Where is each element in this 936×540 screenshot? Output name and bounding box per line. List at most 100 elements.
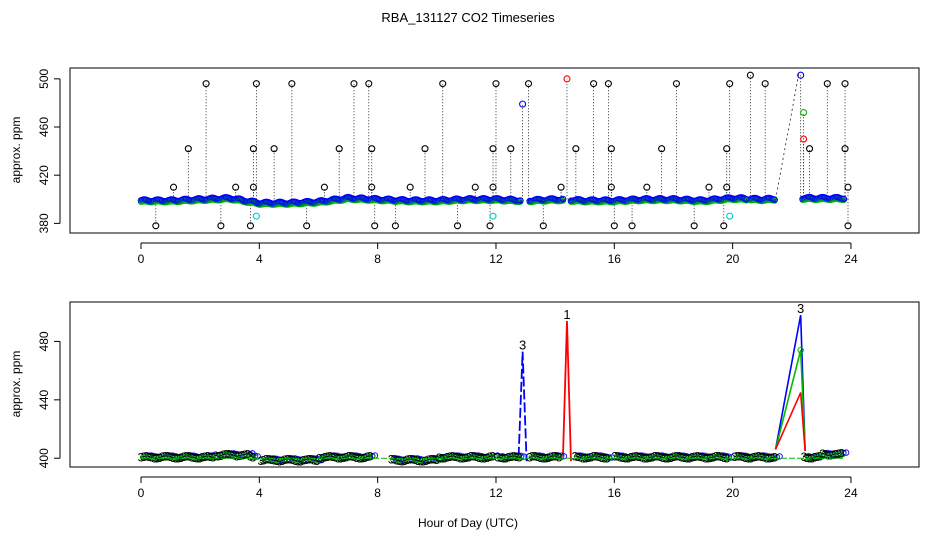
- point-label: 3: [202, 450, 209, 464]
- point-label: 3: [612, 450, 619, 464]
- point-label: 3: [526, 450, 533, 464]
- black-point: [486, 222, 494, 230]
- point-label: 3: [532, 450, 539, 464]
- green-point: [773, 454, 780, 461]
- black-point: [202, 80, 210, 88]
- point-label: 3: [329, 450, 336, 464]
- y-tick-label: 480: [37, 331, 51, 351]
- black-point: [539, 222, 547, 230]
- point-label: 3: [470, 450, 477, 464]
- point-label: 3: [625, 451, 632, 465]
- black-point: [572, 145, 580, 153]
- black-point: [471, 183, 479, 191]
- point-label: 3: [138, 451, 145, 465]
- top-panel-frame: [69, 67, 920, 234]
- black-point: [391, 222, 399, 230]
- point-label: 3: [212, 449, 219, 463]
- red-point: [563, 75, 571, 83]
- green-point: [366, 453, 373, 461]
- point-label: 3: [699, 451, 706, 465]
- point-label: 3: [311, 453, 318, 467]
- black-point: [439, 80, 447, 88]
- point-label: 3: [630, 450, 637, 464]
- point-label: 3: [140, 450, 147, 464]
- point-label: 3: [809, 451, 816, 465]
- point-label: 3: [204, 449, 211, 463]
- black-point: [557, 183, 565, 191]
- point-label: 3: [545, 451, 552, 465]
- point-label: 3: [588, 450, 595, 464]
- point-label: 3: [665, 451, 672, 465]
- black-point: [335, 145, 343, 153]
- y-tick-label: 420: [37, 165, 51, 185]
- point-label: 3: [276, 454, 283, 468]
- x-tick-label: 24: [844, 486, 858, 500]
- point-label: 3: [513, 450, 520, 464]
- point-label: 3: [423, 454, 430, 468]
- black-point: [604, 80, 612, 88]
- y-tick-label: 500: [37, 69, 51, 89]
- point-label: 3: [657, 450, 664, 464]
- x-tick-label: 8: [374, 486, 381, 500]
- green-point: [488, 453, 495, 461]
- black-point: [844, 183, 852, 191]
- black-point: [746, 71, 754, 79]
- point-label: 3: [353, 451, 360, 465]
- connector-line: [775, 71, 800, 200]
- black-point: [723, 183, 731, 191]
- point-label: 3: [771, 450, 778, 464]
- black-point: [232, 183, 240, 191]
- top-panel-y-axis: 380 420 460 500: [37, 69, 61, 233]
- x-tick-label: 4: [256, 252, 263, 266]
- bottom-panel-frame: [69, 301, 920, 468]
- black-point: [371, 222, 379, 230]
- point-label: 3: [327, 449, 334, 463]
- point-label: 3: [636, 450, 643, 464]
- bottom-panel-x-axis: 0 4 8 12 16 20 24: [138, 476, 858, 500]
- blue-point: [797, 71, 805, 79]
- green-point: [816, 453, 823, 461]
- point-label: 3: [303, 453, 310, 467]
- y-tick-label: 380: [37, 213, 51, 233]
- point-label: 3: [273, 454, 280, 468]
- black-point: [492, 80, 500, 88]
- point-label: 3: [819, 447, 826, 461]
- black-point: [270, 145, 278, 153]
- point-label: 3: [308, 453, 315, 467]
- point-label: 3: [761, 451, 768, 465]
- black-point: [607, 145, 615, 153]
- point-label: 3: [638, 451, 645, 465]
- point-label: 3: [321, 451, 328, 465]
- point-label: 3: [649, 450, 656, 464]
- black-point: [249, 183, 257, 191]
- black-point: [705, 183, 713, 191]
- point-label: 3: [489, 450, 496, 464]
- point-label: 3: [825, 448, 832, 462]
- bottom-panel-y-axis: 400 440 480: [37, 331, 61, 468]
- x-tick-label: 20: [726, 486, 740, 500]
- point-label: 3: [737, 450, 744, 464]
- point-label: 3: [284, 453, 291, 467]
- x-tick-label: 16: [608, 252, 622, 266]
- point-label: 3: [678, 450, 685, 464]
- point-label: 3: [247, 450, 254, 464]
- blue-point: [560, 453, 568, 460]
- blue-point: [519, 100, 527, 108]
- green-point: [517, 454, 525, 461]
- blue-point: [776, 453, 783, 460]
- black-point: [610, 222, 618, 230]
- cyan-point: [726, 212, 734, 220]
- blue-spike: [517, 351, 528, 462]
- black-point: [288, 80, 296, 88]
- point-label: 3: [534, 450, 541, 464]
- green-point: [251, 454, 258, 461]
- point-label: 3: [337, 452, 344, 466]
- point-label: 3: [399, 454, 406, 468]
- point-label: 3: [641, 451, 648, 465]
- point-label: 3: [457, 451, 464, 465]
- point-label: 3: [705, 452, 712, 466]
- black-point: [421, 145, 429, 153]
- point-label: 3: [431, 453, 438, 467]
- point-label: 3: [675, 450, 682, 464]
- x-tick-label: 8: [374, 252, 381, 266]
